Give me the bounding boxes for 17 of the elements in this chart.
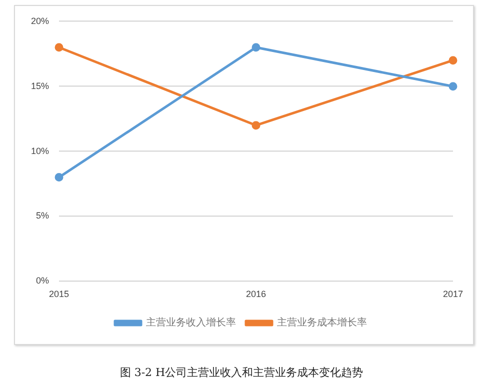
point [252,121,260,130]
text: 图 3-2 H公司主营业收入和主营业务成本变化趋势 [118,365,364,380]
point [448,82,458,91]
point [448,56,458,65]
point [252,43,260,52]
point [54,173,64,182]
x-tick-label: 2017 [442,289,464,300]
y-tick-label: 10% [31,146,50,156]
legend-label: 主营业务成本增长率 [277,316,367,329]
point [54,43,64,52]
y-tick-label: 5% [36,210,50,221]
y-tick-label: 0% [36,276,50,286]
x-tick-label: 2015 [49,289,70,300]
legend-label: 主营业务收入增长率 [146,316,236,329]
y-tick-label: 20% [31,16,50,26]
y-tick-label: 15% [31,80,50,91]
x-tick-label: 2016 [246,289,266,300]
